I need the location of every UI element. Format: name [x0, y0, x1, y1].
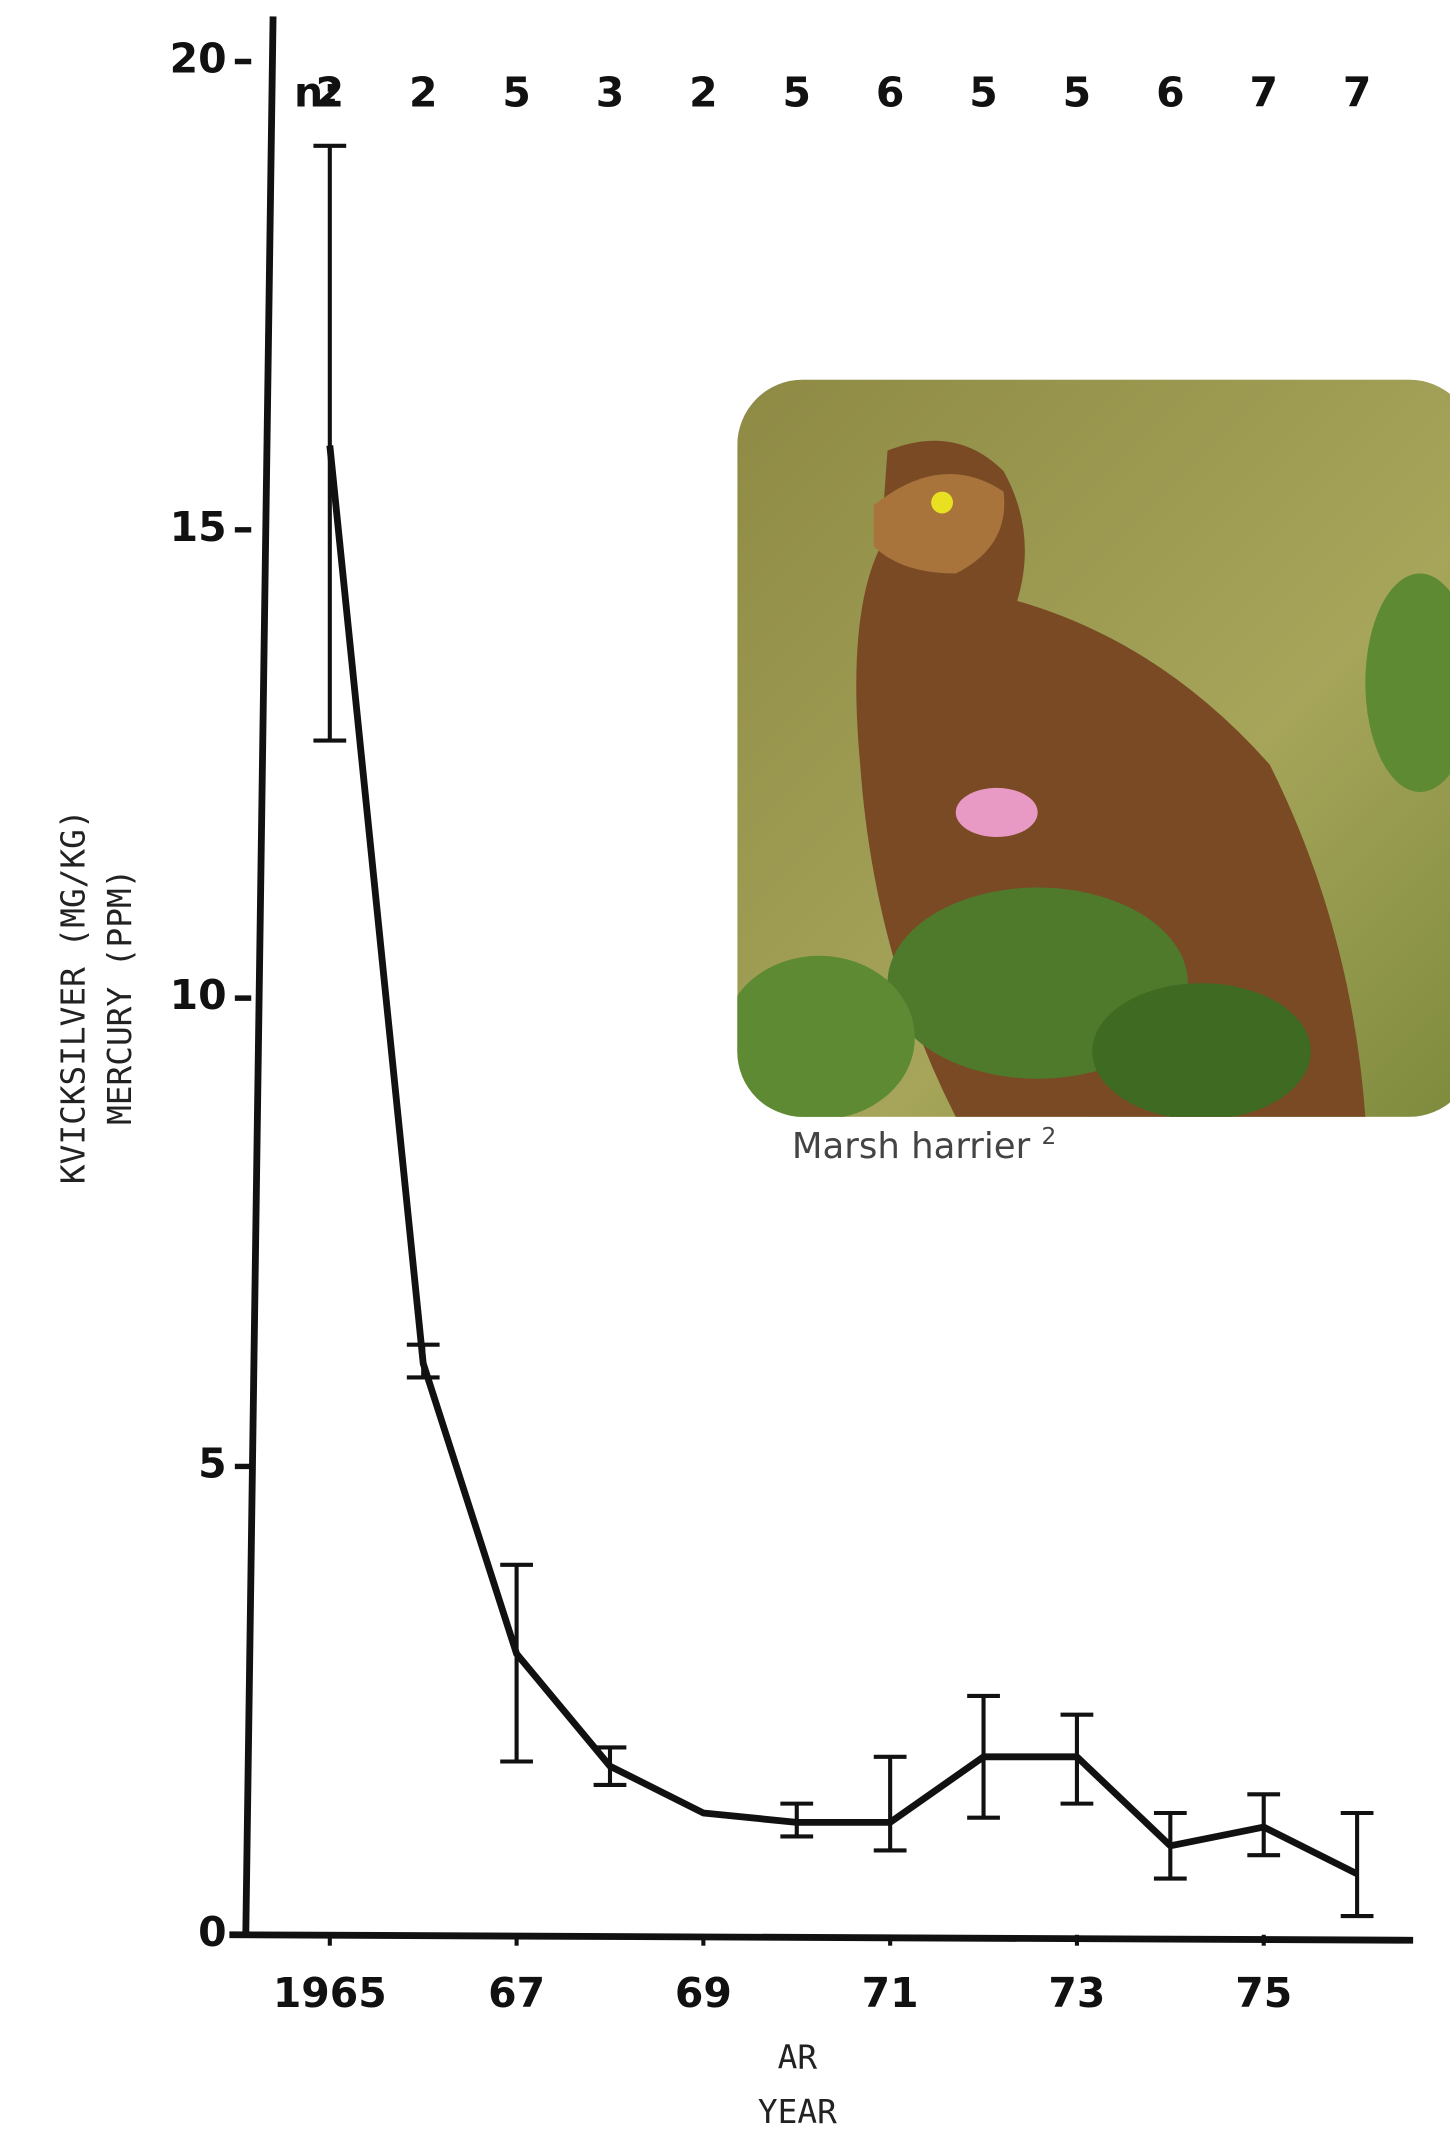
- x-axis: [229, 1931, 1414, 1944]
- error-bar: [1247, 1792, 1281, 1858]
- n-value: 5: [783, 69, 812, 117]
- data-line: [326, 445, 1359, 1877]
- n-value: 2: [409, 69, 437, 117]
- x-tick-label: 1965: [273, 1969, 387, 2017]
- error-bar: [406, 1342, 440, 1380]
- n-value: 2: [689, 69, 718, 117]
- x-label: YEAR: [758, 2093, 837, 2131]
- y-tick-label: 5: [198, 1439, 227, 1487]
- n-value: 6: [876, 69, 905, 117]
- n-value: 6: [1156, 69, 1185, 117]
- y-tick-label: 20: [170, 35, 227, 83]
- x-tick-label: 75: [1235, 1969, 1292, 2017]
- photo-caption: Marsh harrier 2: [792, 1123, 1056, 1167]
- error-bar: [873, 1754, 907, 1853]
- n-value: 7: [1249, 69, 1277, 117]
- x-tick-label: 71: [862, 1969, 919, 2017]
- error-bar: [593, 1745, 627, 1787]
- n-label: n:: [294, 69, 340, 117]
- caption: Marsh harrier: [792, 1126, 1031, 1167]
- x-tick-label: 69: [675, 1969, 732, 2017]
- y-tick-label: 0: [198, 1908, 227, 1956]
- x-tick-label: 67: [488, 1969, 545, 2017]
- error-bar: [500, 1562, 533, 1764]
- n-value: 3: [596, 69, 624, 117]
- y-label: MERCURY (PPM): [101, 869, 139, 1125]
- error-bar: [780, 1801, 814, 1839]
- error-bar: [1153, 1810, 1187, 1881]
- n-value: 5: [502, 69, 530, 117]
- y-tick-label: 15: [170, 503, 227, 551]
- y-axis: [242, 16, 277, 1937]
- n-value: 2: [316, 69, 345, 117]
- error-bar: [313, 143, 347, 743]
- y-tick-label: 10: [170, 971, 227, 1019]
- error-bar: [1060, 1712, 1094, 1806]
- n-value: 7: [1343, 69, 1372, 117]
- error-bar: [967, 1693, 1000, 1820]
- photo: [737, 379, 1450, 1117]
- y-label: KVICKSILVER (MG/KG): [55, 809, 93, 1184]
- error-bar: [1340, 1810, 1374, 1919]
- x-label: AR: [778, 2039, 818, 2077]
- n-value: 5: [1063, 69, 1092, 117]
- x-tick-label: 73: [1048, 1969, 1105, 2017]
- footnote: 2: [1041, 1123, 1056, 1150]
- n-value: 5: [969, 69, 998, 117]
